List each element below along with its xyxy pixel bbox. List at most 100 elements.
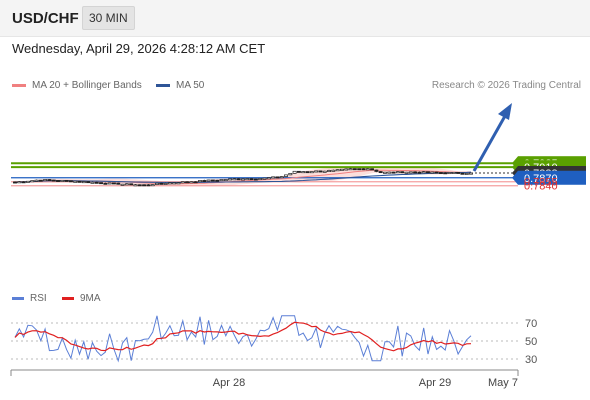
candle-body xyxy=(309,171,314,174)
candle-body xyxy=(438,172,443,174)
candle-body xyxy=(236,178,241,181)
candle-body xyxy=(249,178,254,181)
candle-body xyxy=(99,182,103,185)
candle-body xyxy=(469,172,473,175)
level-value: 0.7840 xyxy=(524,181,558,193)
candle-body xyxy=(241,178,245,181)
candle-body xyxy=(30,180,35,183)
candle-body xyxy=(167,182,172,185)
candle-body xyxy=(430,171,435,174)
candle-body xyxy=(17,181,22,184)
rsi-level-label: 50 xyxy=(525,336,537,348)
credit-text: Research © 2026 Trading Central xyxy=(431,80,581,91)
candle-body xyxy=(426,171,430,174)
candle-body xyxy=(25,180,30,183)
candle-body xyxy=(210,179,215,182)
title-bar: USD/CHF 30 MIN xyxy=(0,0,590,37)
candle-body xyxy=(322,170,327,173)
candle-body xyxy=(417,171,422,174)
arrow-shaft xyxy=(472,115,507,172)
candle-body xyxy=(215,179,220,182)
candle-body xyxy=(408,171,413,174)
rsi-panel: 70 50 30 xyxy=(11,315,537,366)
bollinger-bands xyxy=(15,166,471,187)
candle-body xyxy=(81,181,86,184)
legend-ma50: MA 50 xyxy=(156,80,204,91)
arrow-head xyxy=(498,103,512,120)
candle-body xyxy=(142,184,147,187)
candle-body xyxy=(387,171,392,174)
candle-body xyxy=(305,171,310,174)
moving-averages xyxy=(14,169,472,185)
candle-body xyxy=(395,171,400,174)
candlesticks xyxy=(13,167,473,187)
candle-body xyxy=(86,181,91,184)
candle-body xyxy=(56,180,60,182)
ma9-label: 9MA xyxy=(80,293,101,304)
candle-body xyxy=(94,181,99,184)
candle-body xyxy=(133,184,138,187)
candle-body xyxy=(421,171,426,174)
legend-rsi: RSI xyxy=(12,293,47,304)
rsi-label: RSI xyxy=(30,293,47,304)
candle-body xyxy=(253,178,258,181)
candle-body xyxy=(335,169,340,172)
candle-body xyxy=(232,178,237,181)
candle-body xyxy=(245,178,250,181)
candle-body xyxy=(275,176,280,179)
candle-body xyxy=(180,181,185,184)
candle-body xyxy=(292,170,297,174)
level-tag-0.7870 xyxy=(518,170,586,185)
candle-body xyxy=(129,183,134,186)
candle-body xyxy=(331,169,336,172)
candle-body xyxy=(374,169,379,172)
ma50-swatch xyxy=(156,84,170,87)
candle-body xyxy=(38,179,43,182)
rsi-9ma-line xyxy=(14,321,472,352)
x-tick-label: Apr 28 xyxy=(213,377,245,389)
candle-body xyxy=(176,182,181,185)
candle-body xyxy=(60,179,65,182)
candle-body xyxy=(150,184,155,187)
candle-body xyxy=(284,174,288,177)
candle-body xyxy=(64,179,69,182)
candle-body xyxy=(77,180,82,183)
candle-body xyxy=(258,178,263,180)
candle-body xyxy=(163,183,168,185)
candle-body xyxy=(223,179,228,182)
candle-body xyxy=(73,180,78,183)
timestamp: Wednesday, April 29, 2026 4:28:12 AM CET xyxy=(12,41,266,56)
candle-body xyxy=(383,171,387,174)
candle-body xyxy=(288,172,293,176)
candle-body xyxy=(266,177,271,180)
candle-body xyxy=(348,168,353,171)
candle-body xyxy=(365,168,370,171)
candle-body xyxy=(90,181,95,184)
candle-body xyxy=(456,172,461,174)
candle-body xyxy=(103,182,108,185)
bollinger-band-area xyxy=(15,166,471,187)
candle-body xyxy=(120,183,125,186)
forecast-arrow xyxy=(472,103,512,172)
ma20-label: MA 20 + Bollinger Bands xyxy=(32,80,142,91)
candle-body xyxy=(206,179,211,182)
time-axis: Apr 28 Apr 29 May 7 xyxy=(10,369,519,389)
legend-ma20: MA 20 + Bollinger Bands xyxy=(12,80,142,91)
candle-body xyxy=(47,179,52,182)
candle-body xyxy=(447,172,452,174)
rsi-swatch xyxy=(12,297,24,300)
timeframe-button[interactable]: 30 MIN xyxy=(82,6,135,30)
candle-body xyxy=(198,180,202,183)
candle-body xyxy=(327,170,331,172)
candle-body xyxy=(279,176,284,179)
candle-body xyxy=(391,171,396,174)
level-value: 0.7870 xyxy=(524,173,558,185)
candle-body xyxy=(219,179,224,182)
candle-body xyxy=(357,168,362,171)
level-tag-pointer xyxy=(512,170,518,185)
candle-body xyxy=(413,171,418,174)
ma9-swatch xyxy=(62,297,74,300)
candle-body xyxy=(361,168,366,171)
